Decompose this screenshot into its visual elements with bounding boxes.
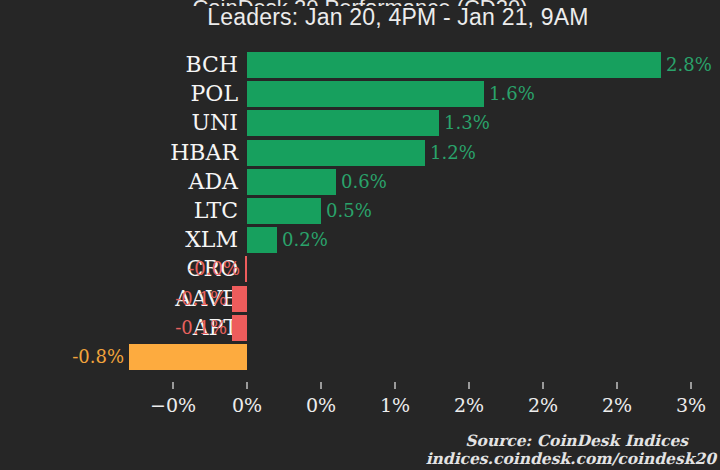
- value-label-pol: 1.6%: [489, 81, 535, 107]
- bar-xlm: [247, 227, 277, 253]
- value-label-cro: -0.0%: [188, 256, 240, 282]
- value-label-cd20: -0.8%: [72, 344, 124, 370]
- bar-ada: [247, 169, 336, 195]
- x-axis-tick: [616, 382, 618, 389]
- category-label-hbar: HBAR: [0, 140, 238, 166]
- value-label-xlm: 0.2%: [282, 227, 328, 253]
- x-axis-tick: [468, 382, 470, 389]
- x-axis-tick: [394, 382, 396, 389]
- category-label-pol: POL: [0, 81, 238, 107]
- value-label-ada: 0.6%: [341, 169, 387, 195]
- x-axis-tick: [246, 382, 248, 389]
- bar-cd20: [129, 344, 247, 370]
- value-label-hbar: 1.2%: [430, 140, 476, 166]
- x-axis-tick: [320, 382, 322, 389]
- bar-cro: [245, 256, 247, 282]
- bar-apt: [232, 315, 247, 341]
- x-axis-tick-label: 0%: [217, 394, 277, 416]
- category-label-bch: BCH: [0, 52, 238, 78]
- x-axis-tick: [172, 382, 174, 389]
- bar-uni: [247, 110, 439, 136]
- x-axis-tick: [690, 382, 692, 389]
- value-label-uni: 1.3%: [444, 110, 490, 136]
- x-axis-tick-label: 0%: [291, 394, 351, 416]
- x-axis-tick-label: 1%: [365, 394, 425, 416]
- x-axis-tick: [542, 382, 544, 389]
- value-label-bch: 2.8%: [666, 52, 712, 78]
- x-axis-tick-label: 2%: [439, 394, 499, 416]
- x-axis-tick-label: 3%: [661, 394, 720, 416]
- bar-pol: [247, 81, 484, 107]
- category-label-ltc: LTC: [0, 198, 238, 224]
- chart-title: Leaders: Jan 20, 4PM - Jan 21, 9AM: [75, 4, 720, 30]
- x-axis-tick-label: 2%: [513, 394, 573, 416]
- source-url: indices.coindesk.com/coindesk20: [426, 449, 716, 468]
- category-label-ada: ADA: [0, 169, 238, 195]
- category-label-xlm: XLM: [0, 227, 238, 253]
- value-label-aave: -0.1%: [175, 286, 227, 312]
- source-attribution: Source: CoinDesk Indices: [465, 431, 688, 450]
- chart-canvas: CoinDesk 20 Performance (CD20) Leaders: …: [0, 0, 720, 470]
- bar-bch: [247, 52, 661, 78]
- bar-hbar: [247, 140, 425, 166]
- category-label-uni: UNI: [0, 110, 238, 136]
- value-label-ltc: 0.5%: [326, 198, 372, 224]
- bar-aave: [232, 286, 247, 312]
- value-label-apt: -0.1%: [175, 315, 227, 341]
- bar-ltc: [247, 198, 321, 224]
- x-axis-tick-label: 2%: [587, 394, 647, 416]
- x-axis-tick-label: −0%: [143, 394, 203, 416]
